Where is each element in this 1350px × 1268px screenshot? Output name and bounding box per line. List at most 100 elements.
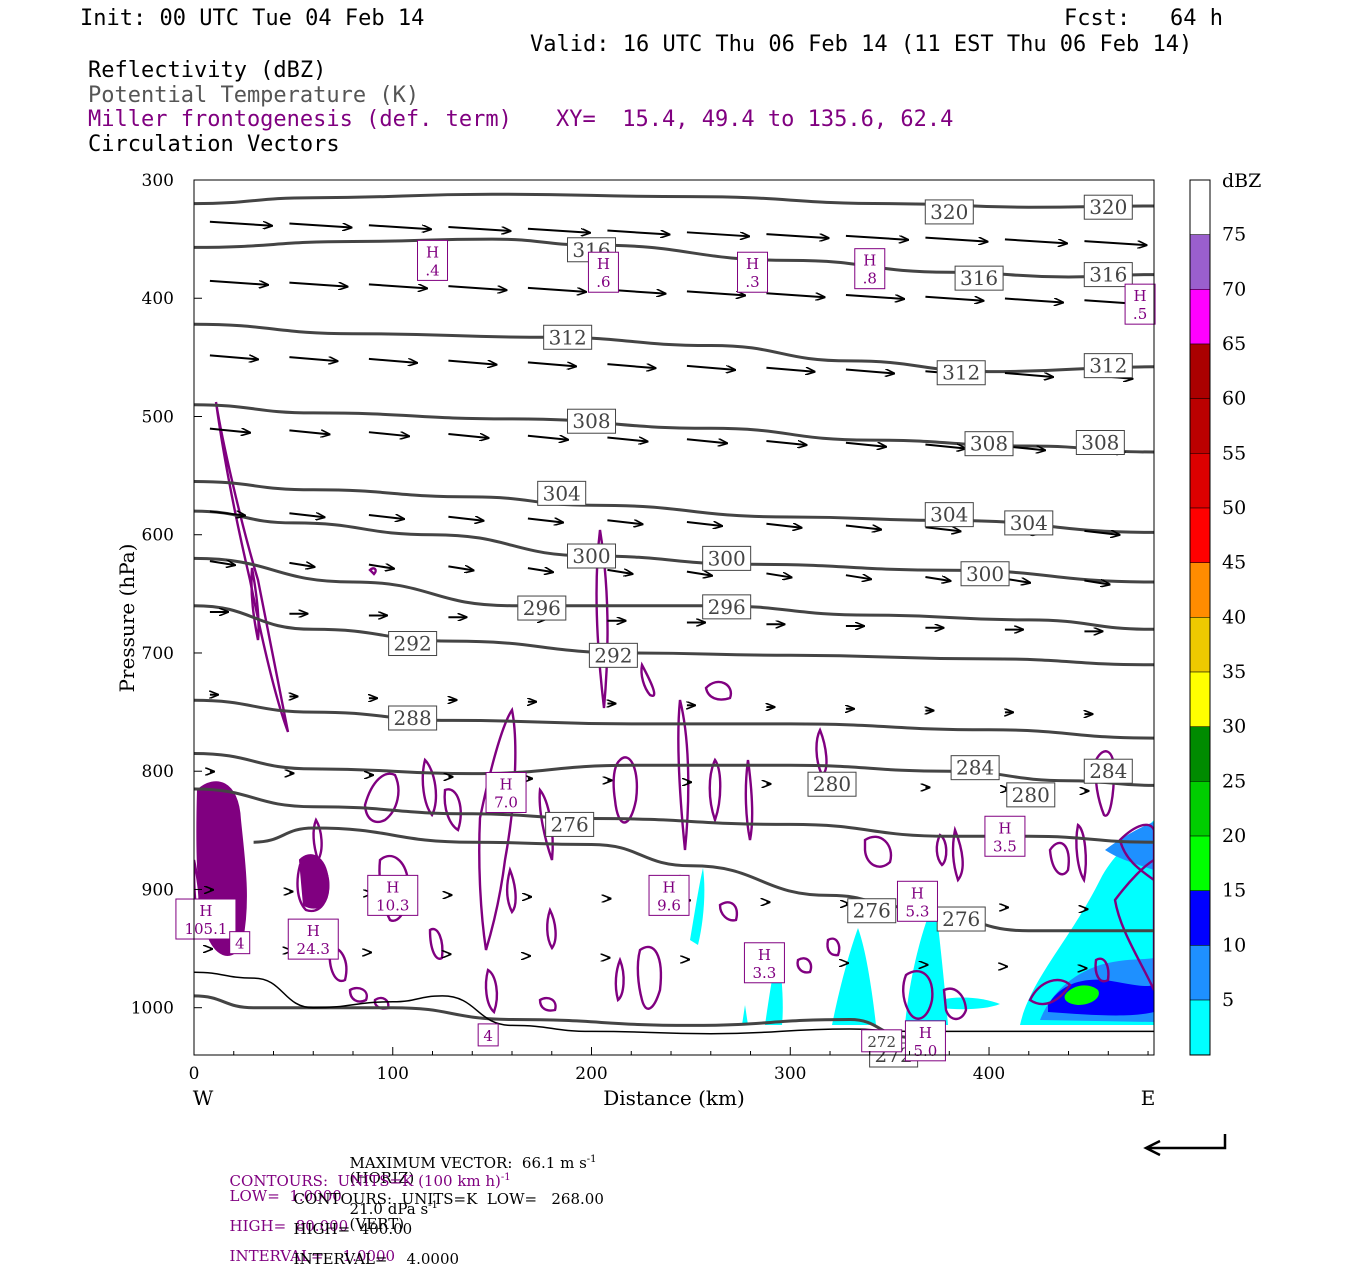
colorbar-segment-10: [1190, 945, 1210, 1000]
colorbar-segment-35: [1190, 672, 1210, 727]
theta-label-284-1: 284: [1089, 759, 1127, 783]
fronto-max-h-2: H: [746, 255, 759, 273]
x-tick-label-0: 0: [189, 1064, 200, 1084]
theta-label-292-1: 292: [594, 643, 632, 667]
colorbar-segment-20: [1190, 836, 1210, 891]
y-tick-label-300: 300: [142, 171, 174, 191]
theta-label-276-2: 276: [942, 907, 980, 931]
theta-label-280-0: 280: [813, 772, 851, 796]
theta-label-296-1: 296: [708, 595, 746, 619]
colorbar-label-45: 45: [1222, 552, 1246, 574]
colorbar-segment-30: [1190, 727, 1210, 782]
theta-label-292-0: 292: [394, 632, 432, 656]
colorbar-label-20: 20: [1222, 825, 1246, 847]
colorbar-label-35: 35: [1222, 661, 1246, 683]
theta-label-280-1: 280: [1012, 783, 1050, 807]
theta-label-312-1: 312: [942, 361, 980, 385]
reference-vector-icon: [1146, 1134, 1225, 1155]
fronto-max-value-5: 7.0: [494, 794, 518, 812]
fronto-max-h-8: H: [386, 878, 399, 896]
fronto-max-value-0: .4: [425, 261, 439, 279]
theta-label-308-0: 308: [572, 409, 610, 433]
theta-label-312-0: 312: [549, 325, 587, 349]
fronto-max-value-1: .6: [596, 273, 610, 291]
fronto-max-value-6: 3.5: [993, 837, 1017, 855]
fronto-max-value-8: 10.3: [376, 896, 409, 914]
x-axis-label: Distance (km): [603, 1086, 745, 1110]
y-axis-label: Pressure (hPa): [115, 544, 139, 693]
fronto-max-h-1: H: [597, 255, 610, 273]
fronto-max-value-2: .3: [745, 273, 759, 291]
fronto-max-value-4: .5: [1133, 305, 1147, 323]
fronto-max-h-5: H: [500, 776, 513, 794]
fronto-max-h-7: H: [199, 902, 212, 920]
fronto-max-value-9: 24.3: [297, 940, 330, 958]
theta-label-300-2: 300: [966, 562, 1004, 586]
fronto-max-h-10: H: [662, 878, 675, 896]
theta-label-276-1: 276: [853, 899, 891, 923]
fronto-max-value-11: 5.3: [906, 902, 930, 920]
x-tick-label-200: 200: [575, 1064, 607, 1084]
west-label: W: [193, 1086, 214, 1110]
colorbar-label-15: 15: [1222, 880, 1246, 902]
colorbar-label-40: 40: [1222, 606, 1246, 628]
fronto-max-value-12: 3.3: [753, 964, 777, 982]
low-label-1: 4: [483, 1027, 493, 1045]
y-tick-label-800: 800: [142, 762, 174, 782]
theta-label-316-1: 316: [960, 266, 998, 290]
colorbar-segment-40: [1190, 617, 1210, 672]
colorbar-label-5: 5: [1222, 989, 1234, 1011]
colorbar-segment-25: [1190, 781, 1210, 836]
colorbar-label-55: 55: [1222, 442, 1246, 464]
low-label-2: 272: [867, 1033, 896, 1051]
theta-label-308-2: 308: [1081, 431, 1119, 455]
fronto-max-h-6: H: [998, 819, 1011, 837]
theta-label-284-0: 284: [956, 756, 994, 780]
y-tick-label-900: 900: [142, 880, 174, 900]
colorbar-segment-70: [1190, 289, 1210, 344]
low-label-0: 4: [235, 935, 245, 953]
fronto-max-value-13: 5.0: [913, 1042, 937, 1060]
colorbar-label-75: 75: [1222, 224, 1246, 246]
x-tick-label-100: 100: [377, 1064, 409, 1084]
footer-theta-contours: CONTOURS: UNITS=K LOW= 268.00 HIGH= 400.…: [284, 1177, 604, 1267]
fronto-max-value-3: .8: [863, 270, 877, 288]
fronto-max-h-12: H: [758, 946, 771, 964]
fronto-max-h-0: H: [426, 243, 439, 261]
y-tick-label-500: 500: [142, 407, 174, 427]
colorbar-segment-55: [1190, 453, 1210, 508]
colorbar-segment-5: [1190, 1000, 1210, 1055]
colorbar-segment-50: [1190, 508, 1210, 563]
x-tick-label-400: 400: [973, 1064, 1005, 1084]
theta-label-288-0: 288: [394, 706, 432, 730]
y-tick-label-700: 700: [142, 644, 174, 664]
east-label: E: [1141, 1086, 1156, 1110]
colorbar-label-25: 25: [1222, 770, 1246, 792]
theta-label-296-0: 296: [523, 596, 561, 620]
colorbar-label-70: 70: [1222, 278, 1246, 300]
theta-label-316-2: 316: [1089, 263, 1127, 287]
colorbar-label-60: 60: [1222, 388, 1246, 410]
y-tick-label-600: 600: [142, 526, 174, 546]
theta-label-312-2: 312: [1089, 354, 1127, 378]
y-tick-label-1000: 1000: [131, 999, 174, 1019]
colorbar-segment-45: [1190, 563, 1210, 618]
colorbar-segment-top: [1190, 180, 1210, 235]
theta-label-300-1: 300: [708, 546, 746, 570]
colorbar-label-30: 30: [1222, 716, 1246, 738]
y-tick-label-400: 400: [142, 289, 174, 309]
theta-label-320-1: 320: [1089, 195, 1127, 219]
colorbar-segment-65: [1190, 344, 1210, 399]
colorbar-segment-75: [1190, 235, 1210, 290]
fronto-max-h-4: H: [1134, 287, 1147, 305]
theta-label-276-0: 276: [551, 812, 589, 836]
theta-label-300-0: 300: [572, 544, 610, 568]
theta-label-320-0: 320: [930, 200, 968, 224]
theta-label-304-2: 304: [1010, 511, 1048, 535]
x-tick-label-300: 300: [774, 1064, 806, 1084]
fronto-max-h-11: H: [911, 884, 924, 902]
theta-label-304-1: 304: [930, 503, 968, 527]
theta-label-308-1: 308: [970, 432, 1008, 456]
